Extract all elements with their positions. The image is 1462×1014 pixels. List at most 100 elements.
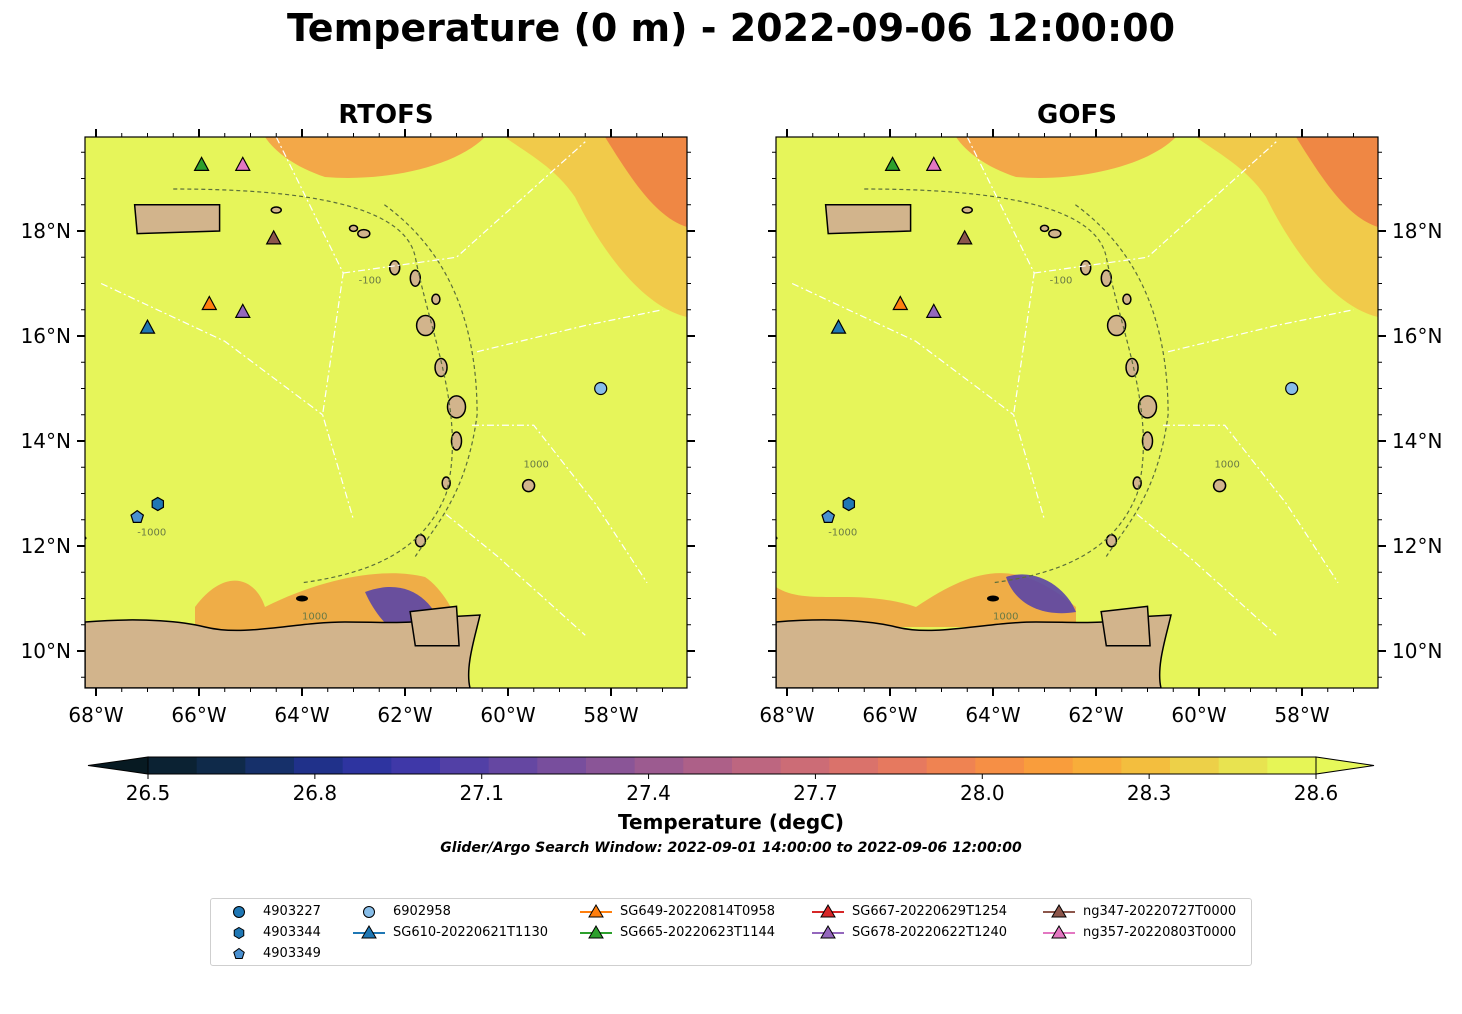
antilles-island — [1048, 228, 1062, 239]
antilles-island — [1100, 269, 1113, 287]
cool-water-band — [776, 573, 1076, 627]
marker-sg610[interactable] — [139, 318, 156, 334]
legend-label: SG667-20220629T1254 — [852, 904, 1008, 919]
eez-boundary — [100, 282, 323, 416]
small-island — [732, 533, 744, 539]
antilles-island — [961, 206, 973, 214]
colorbar-segment — [926, 757, 976, 774]
marker-sg665[interactable] — [193, 156, 210, 171]
marker-4903227[interactable] — [842, 496, 856, 512]
lon-tick-label: 68°W — [759, 703, 814, 727]
triangle-marker-icon — [580, 925, 612, 939]
marker-6902958[interactable] — [594, 381, 608, 396]
eez-boundary — [1136, 514, 1277, 636]
colorbar-segment — [634, 757, 684, 774]
marker-sg678[interactable] — [234, 303, 251, 318]
colorbar-segment — [732, 757, 782, 774]
lon-tick-label: 62°W — [377, 703, 432, 727]
marker-sg649[interactable] — [892, 295, 909, 311]
pentagon-marker-icon — [233, 947, 245, 959]
colorbar-segment — [1121, 757, 1171, 774]
marker-ng357[interactable] — [234, 156, 251, 171]
colorbar-tick-label: 26.8 — [293, 781, 338, 805]
marker-ng347[interactable] — [956, 229, 973, 245]
lat-tick-label: 10°N — [1392, 639, 1442, 663]
legend-label: 4903227 — [263, 904, 321, 919]
colorbar-segment — [1267, 757, 1317, 774]
marker-4903349[interactable] — [821, 509, 836, 523]
legend-label: 6902958 — [393, 904, 451, 919]
contour-label: -1000 — [137, 528, 166, 539]
gofs-map-panel: -100 -1000 1000 1000 68°W 66°W 64°W 62°W 60°W 58°… — [732, 129, 1442, 727]
antilles-island — [1039, 224, 1050, 233]
marker-sg665[interactable] — [884, 156, 901, 171]
lon-tick-label: 66°W — [862, 703, 917, 727]
bathymetry-contour — [1075, 204, 1169, 557]
lon-tick-label: 58°W — [583, 703, 638, 727]
colorbar-extend-low — [87, 756, 149, 775]
map-frame — [775, 136, 1379, 689]
lon-tick-label: 60°W — [1171, 703, 1226, 727]
eez-boundary — [445, 514, 586, 636]
marker-ng347[interactable] — [265, 229, 282, 245]
colorbar-segment — [440, 757, 490, 774]
colorbar-segment — [391, 757, 441, 774]
marker-4903227[interactable] — [151, 496, 165, 512]
colorbar-segment — [829, 757, 879, 774]
lat-tick-label: 10°N — [21, 639, 71, 663]
eez-boundary — [1167, 309, 1354, 353]
legend-label: ng357-20220803T0000 — [1083, 925, 1237, 940]
triangle-marker-icon — [1043, 904, 1075, 918]
marker-sg678[interactable] — [925, 303, 942, 318]
south-america-land — [85, 614, 481, 688]
colorbar-segment — [683, 757, 733, 774]
colorbar-segment — [1218, 757, 1268, 774]
legend-label: ng347-20220727T0000 — [1083, 904, 1237, 919]
colorbar-tick-label: 28.3 — [1127, 781, 1172, 805]
eez-boundary — [791, 282, 1014, 416]
bathymetry-contour — [173, 188, 453, 584]
lon-tick-label: 64°W — [965, 703, 1020, 727]
bathymetry-contour — [864, 188, 1144, 584]
contour-label: -100 — [359, 276, 382, 287]
colorbar-segment — [780, 757, 830, 774]
antilles-island — [434, 357, 448, 378]
legend-label: 4903349 — [263, 946, 321, 961]
colorbar-segment — [537, 757, 587, 774]
eez-boundary — [966, 137, 1046, 520]
eez-boundary — [471, 424, 648, 584]
lat-tick-label: 16°N — [1392, 324, 1442, 348]
hot-water-region — [1296, 137, 1378, 227]
colorbar-segment — [245, 757, 295, 774]
antilles-island — [414, 534, 427, 548]
lat-tick-label: 14°N — [1392, 429, 1442, 453]
lon-tick-label: 66°W — [171, 703, 226, 727]
lat-tick-label: 14°N — [21, 429, 71, 453]
lon-tick-label: 68°W — [68, 703, 123, 727]
legend-label: 4903344 — [263, 925, 321, 940]
colorbar-segment — [975, 757, 1025, 774]
colorbar-segment — [1072, 757, 1122, 774]
south-america-land — [776, 614, 1172, 688]
legend-label: SG665-20220623T1144 — [620, 925, 776, 940]
colorbar-tick-label: 27.4 — [626, 781, 671, 805]
circle-marker-icon — [233, 906, 245, 918]
rtofs-panel-title: RTOFS — [338, 100, 434, 130]
antilles-island — [1137, 395, 1158, 419]
marker-4903349[interactable] — [130, 509, 145, 523]
circle-marker-icon — [363, 906, 375, 918]
legend-label: SG610-20220621T1130 — [393, 925, 549, 940]
eez-boundary — [1034, 141, 1277, 274]
lon-tick-label: 58°W — [1274, 703, 1329, 727]
coldest-water-patch — [1006, 574, 1076, 614]
eez-boundary — [476, 309, 663, 353]
antilles-island — [270, 206, 282, 214]
map-frame — [84, 136, 688, 689]
marker-6902958[interactable] — [1285, 381, 1299, 396]
marker-sg610[interactable] — [830, 318, 847, 334]
colorbar-segment — [1024, 757, 1074, 774]
marker-ng357[interactable] — [925, 156, 942, 171]
marker-sg649[interactable] — [201, 295, 218, 311]
colorbar-segment — [586, 757, 636, 774]
